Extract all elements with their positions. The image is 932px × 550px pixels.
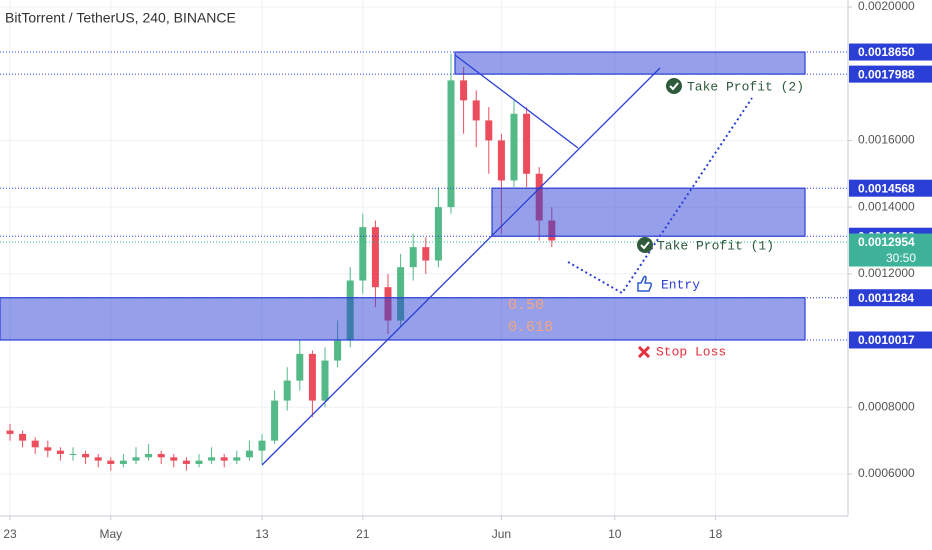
last-price-box [849,233,932,267]
x-tick-label: 10 [608,527,622,541]
candle-body [31,440,39,448]
trend-line [261,67,661,466]
candle-body [107,460,115,464]
x-tick-label: May [99,527,122,541]
candle-body [296,353,304,381]
y-tick-label: 0.0020000 [858,0,915,13]
level-label: 0.0011284 [858,291,914,305]
x-tick-label: 23 [3,527,17,541]
candle-body [44,447,52,451]
candle-body [485,120,493,141]
candle-body [56,450,64,454]
candle-body [321,360,329,401]
y-tick-label: 0.0006000 [858,466,915,480]
candle-body [472,100,480,121]
candle-body [371,227,379,288]
x-tick-label: 13 [255,527,269,541]
fib-label: 0.50 [508,297,544,314]
candle-body [409,247,417,268]
candle-body [170,457,178,461]
candles [6,53,556,471]
level-label-box [849,331,932,349]
candle-body [245,450,253,458]
candle-body [233,457,241,461]
level-label: 0.0017988 [858,67,915,81]
projection-path [567,97,753,295]
annotation: Take Profit (2) [687,79,804,94]
level-label-box [849,43,932,61]
candle-body [308,353,316,401]
candle-body [271,400,279,441]
trend-line [454,54,579,149]
y-tick-label: 0.0012000 [858,266,915,280]
entry: Entry [637,275,700,292]
take-profit-2: Take Profit (2) [666,78,804,94]
zone [0,297,806,341]
last-price-label: 0.0012954 [858,235,915,249]
candle-body [258,440,266,451]
candle-body [434,207,442,261]
candle-body [157,453,165,458]
level-label: 0.0014568 [858,181,915,195]
candle-body [497,140,505,181]
zone [491,187,806,237]
annotation: Take Profit (1) [657,238,774,253]
candle-body [182,460,190,464]
zone [454,51,806,75]
take-profit-1: Take Profit (1) [637,237,774,253]
axes: 0.0006000 0.0008000 0.0012000 0.0014000 0.00… [3,0,932,541]
level-label: 0.0018650 [858,45,915,59]
stop-loss: Stop Loss [637,344,726,359]
candle-body [208,457,216,461]
candle-body [6,430,14,434]
level-label-box [849,179,932,197]
countdown: 30:50 [886,251,916,265]
level-label-box [849,65,932,83]
annotation: Stop Loss [656,344,726,359]
candle-body [447,80,455,208]
candle-body [460,80,468,101]
candle-body [422,247,430,261]
candle-body [397,267,405,321]
y-tick-label: 0.0014000 [858,199,915,213]
y-tick-label: 0.0008000 [858,399,915,413]
candle-body [19,433,27,441]
candle-body [220,457,228,461]
chart-title: BitTorrent / TetherUS, 240, BINANCE [5,10,236,26]
candle-body [510,113,518,181]
candle-body [82,453,90,458]
x-tick-label: 18 [709,527,723,541]
level-label: 0.0010017 [858,333,915,347]
drawings [261,54,753,466]
annotation: Entry [661,277,700,292]
grid [0,0,848,516]
x-tick-label: Jun [492,527,511,541]
candle-body [145,453,153,458]
fib-label: 0.618 [508,319,553,336]
candle-body [119,460,127,464]
candle-body [69,453,77,455]
x-tick-label: 21 [356,527,370,541]
candle-body [94,457,102,461]
level-label-box [849,289,932,307]
candle-body [523,113,531,174]
candle-body [283,380,291,401]
candle-body [132,457,140,461]
candle-body [359,227,367,281]
candle-body [195,460,203,464]
y-tick-label: 0.0016000 [858,133,915,147]
zones [0,51,848,341]
candle-body [334,340,342,361]
